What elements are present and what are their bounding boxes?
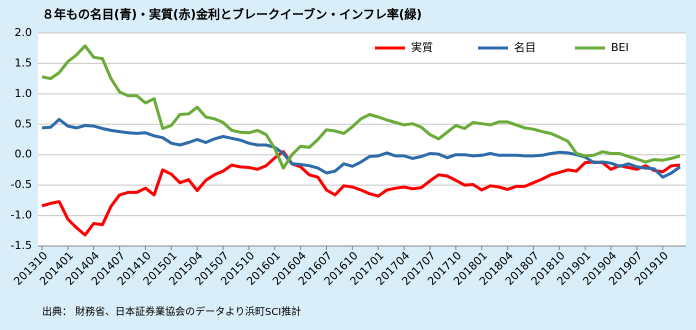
y-tick-label: 1.5 <box>15 56 33 69</box>
series-line <box>41 44 681 170</box>
legend-label: 名目 <box>514 40 536 54</box>
legend-label: 実質 <box>411 40 433 54</box>
y-tick-label: 0.0 <box>15 148 33 161</box>
chart-title: ８年もの名目(青)・実質(赤)金利とブレークイーブン・インフレ率(緑) <box>42 7 422 22</box>
y-tick-label: 1.0 <box>15 87 33 100</box>
y-tick-label: 0.5 <box>15 117 33 130</box>
y-tick-label: -1.0 <box>11 209 32 222</box>
y-tick-label: 2.0 <box>15 26 33 39</box>
plot-area <box>38 33 686 246</box>
legend-label: BEI <box>611 41 629 54</box>
series-line <box>41 117 681 179</box>
y-tick-label: -0.5 <box>11 178 32 191</box>
source-note: 出典： 財務省、日本証券業協会のデータより浜町SCI推計 <box>42 305 301 318</box>
y-tick-label: -1.5 <box>11 239 32 252</box>
series-line <box>41 150 681 237</box>
